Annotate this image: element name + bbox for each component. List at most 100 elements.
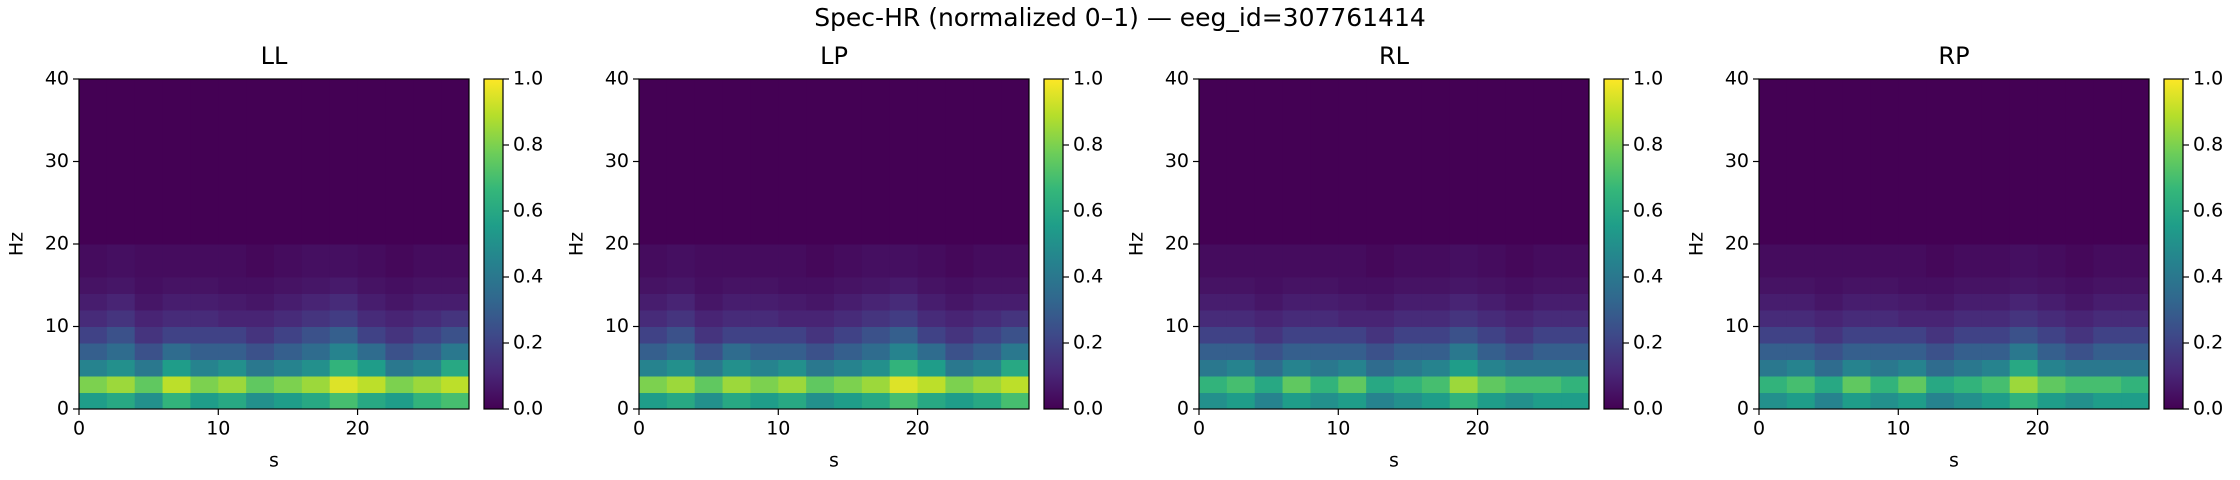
heatmap-cell [1505,277,1534,294]
heatmap-cell [778,277,807,294]
heatmap-cell [1421,310,1451,327]
heatmap-cell [1561,326,1590,344]
heatmap-cell [1870,376,1899,393]
heatmap-cell [1759,244,1788,278]
heatmap-cell [2009,343,2039,360]
colorbar-tick-label: 0.8 [2193,134,2223,156]
heatmap-cell [917,293,946,311]
heatmap-cell [329,326,359,344]
heatmap-cell [2037,376,2066,393]
heatmap-cell [2037,310,2066,327]
heatmap-cell [1842,343,1871,360]
heatmap-cell [1505,79,1534,245]
heatmap-cell [1310,277,1339,294]
heatmap-cell [441,277,470,294]
heatmap-cell [2093,79,2122,245]
x-axis-label: s [269,450,279,472]
heatmap-cell [1954,244,1983,278]
heatmap-cell [1870,326,1899,344]
panel-title: LL [261,42,288,70]
heatmap-cell [945,392,974,410]
y-axis-label: Hz [6,232,28,256]
heatmap-cell [246,343,275,360]
heatmap-cell [190,293,219,311]
heatmap-cell [973,310,1002,327]
colorbar [2163,78,2184,410]
heatmap-cell [1759,326,1788,344]
colorbar-tick-label: 0.4 [1073,266,1103,288]
colorbar-tick-label: 0.2 [1633,332,1663,354]
heatmap-cell [806,392,835,410]
y-tick-label: 20 [1165,233,1189,255]
heatmap-cell [666,293,696,311]
heatmap-cell [750,392,779,410]
heatmap-cell [945,79,974,245]
heatmap-cell [778,326,807,344]
heatmap-cell [750,343,779,360]
heatmap-cell [1533,244,1562,278]
heatmap-cell [413,326,442,344]
heatmap-cell [694,310,724,327]
heatmap-cell [1338,244,1367,278]
heatmap-cell [2065,343,2094,360]
heatmap-cell [301,359,331,377]
heatmap-cell [2037,343,2066,360]
y-tick-label: 0 [617,398,629,420]
heatmap-cell [2037,326,2066,344]
heatmap-cell [1226,293,1256,311]
colorbar [483,78,504,410]
heatmap-cell [218,79,247,245]
heatmap-cell [1226,310,1256,327]
heatmap-cell [1310,376,1339,393]
heatmap-cell [385,343,414,360]
heatmap-cell [1759,293,1788,311]
heatmap-cell [1561,359,1590,377]
heatmap-cell [329,79,359,245]
heatmap-cell [2121,343,2150,360]
heatmap-cell [441,359,470,377]
heatmap-cell [2093,244,2122,278]
heatmap-cell [694,293,724,311]
x-axis-label: s [1949,450,1959,472]
heatmap-cell [1421,293,1451,311]
heatmap-cell [2065,359,2094,377]
heatmap-cell [190,343,219,360]
heatmap-cell [329,244,359,278]
heatmap-cell [1366,277,1395,294]
heatmap-cell [134,326,164,344]
heatmap-cell [1199,392,1228,410]
heatmap-cell [1814,277,1844,294]
heatmap-cell [413,244,442,278]
heatmap-cell [2009,392,2039,410]
heatmap-cell [750,277,779,294]
heatmap-cell [861,392,891,410]
heatmap-cell [301,392,331,410]
heatmap-cell [1533,376,1562,393]
heatmap-cell [1533,392,1562,410]
heatmap-cell [1981,79,2011,245]
heatmap-cell [1366,392,1395,410]
heatmap-cell [1926,343,1955,360]
heatmap-cell [694,277,724,294]
heatmap-cell [1842,293,1871,311]
heatmap-cell [2093,293,2122,311]
heatmap-cell [1282,343,1311,360]
heatmap-cell [1981,376,2011,393]
heatmap-cell [1449,376,1479,393]
heatmap-cell [1926,310,1955,327]
heatmap-cell [1254,244,1284,278]
heatmap-cell [162,79,191,245]
heatmap-cell [722,326,751,344]
heatmap-cell [1394,343,1423,360]
heatmap-cell [1449,343,1479,360]
heatmap-cell [917,343,946,360]
heatmap-cell [1199,326,1228,344]
heatmap-cell [2093,326,2122,344]
heatmap-cell [1001,277,1030,294]
heatmap-cell [973,244,1002,278]
heatmap-cell [2037,392,2066,410]
heatmap-cell [1786,343,1816,360]
heatmap-cell [1421,343,1451,360]
heatmap-cell [1394,376,1423,393]
heatmap-cell [889,79,919,245]
